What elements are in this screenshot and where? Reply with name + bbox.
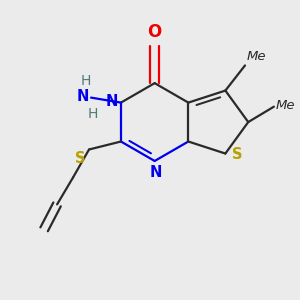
Text: H: H: [81, 74, 91, 88]
Text: N: N: [149, 165, 162, 180]
Text: H: H: [88, 106, 98, 121]
Text: N: N: [77, 89, 89, 104]
Text: N: N: [106, 94, 118, 109]
Text: Me: Me: [247, 50, 266, 63]
Text: S: S: [74, 152, 85, 166]
Text: S: S: [232, 147, 243, 162]
Text: O: O: [148, 23, 162, 41]
Text: Me: Me: [276, 99, 296, 112]
